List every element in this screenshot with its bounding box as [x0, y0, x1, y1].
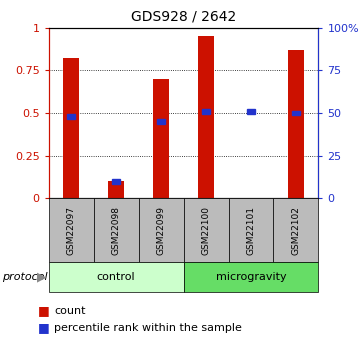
Bar	[157, 119, 165, 124]
Text: control: control	[97, 272, 135, 282]
Text: percentile rank within the sample: percentile rank within the sample	[54, 323, 242, 333]
Text: GSM22100: GSM22100	[201, 206, 210, 255]
Bar	[202, 109, 210, 114]
Bar	[288, 50, 304, 198]
Bar	[108, 181, 124, 198]
Text: ▶: ▶	[37, 270, 46, 283]
Text: protocol: protocol	[2, 272, 47, 282]
Title: GDS928 / 2642: GDS928 / 2642	[131, 10, 236, 24]
Bar	[198, 36, 214, 198]
Bar	[112, 179, 120, 184]
Text: GSM22098: GSM22098	[112, 206, 121, 255]
Bar	[67, 114, 75, 119]
Text: microgravity: microgravity	[216, 272, 286, 282]
Bar	[292, 111, 300, 115]
Text: count: count	[54, 306, 86, 315]
Text: GSM22099: GSM22099	[157, 206, 166, 255]
Bar	[63, 58, 79, 198]
Text: ■: ■	[38, 304, 50, 317]
Bar	[153, 79, 169, 198]
Text: ■: ■	[38, 321, 50, 334]
Text: GSM22102: GSM22102	[291, 206, 300, 255]
Bar	[247, 109, 255, 114]
Text: GSM22101: GSM22101	[247, 206, 256, 255]
Text: GSM22097: GSM22097	[67, 206, 76, 255]
